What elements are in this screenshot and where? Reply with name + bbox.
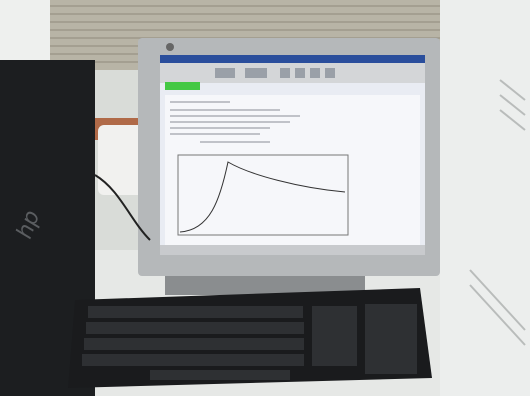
monitor-logo — [166, 43, 174, 51]
photo: hp — [0, 0, 530, 396]
toolbar — [160, 63, 425, 83]
window-titlebar — [160, 55, 425, 63]
taskbar — [160, 245, 425, 255]
status-indicator — [165, 82, 200, 90]
